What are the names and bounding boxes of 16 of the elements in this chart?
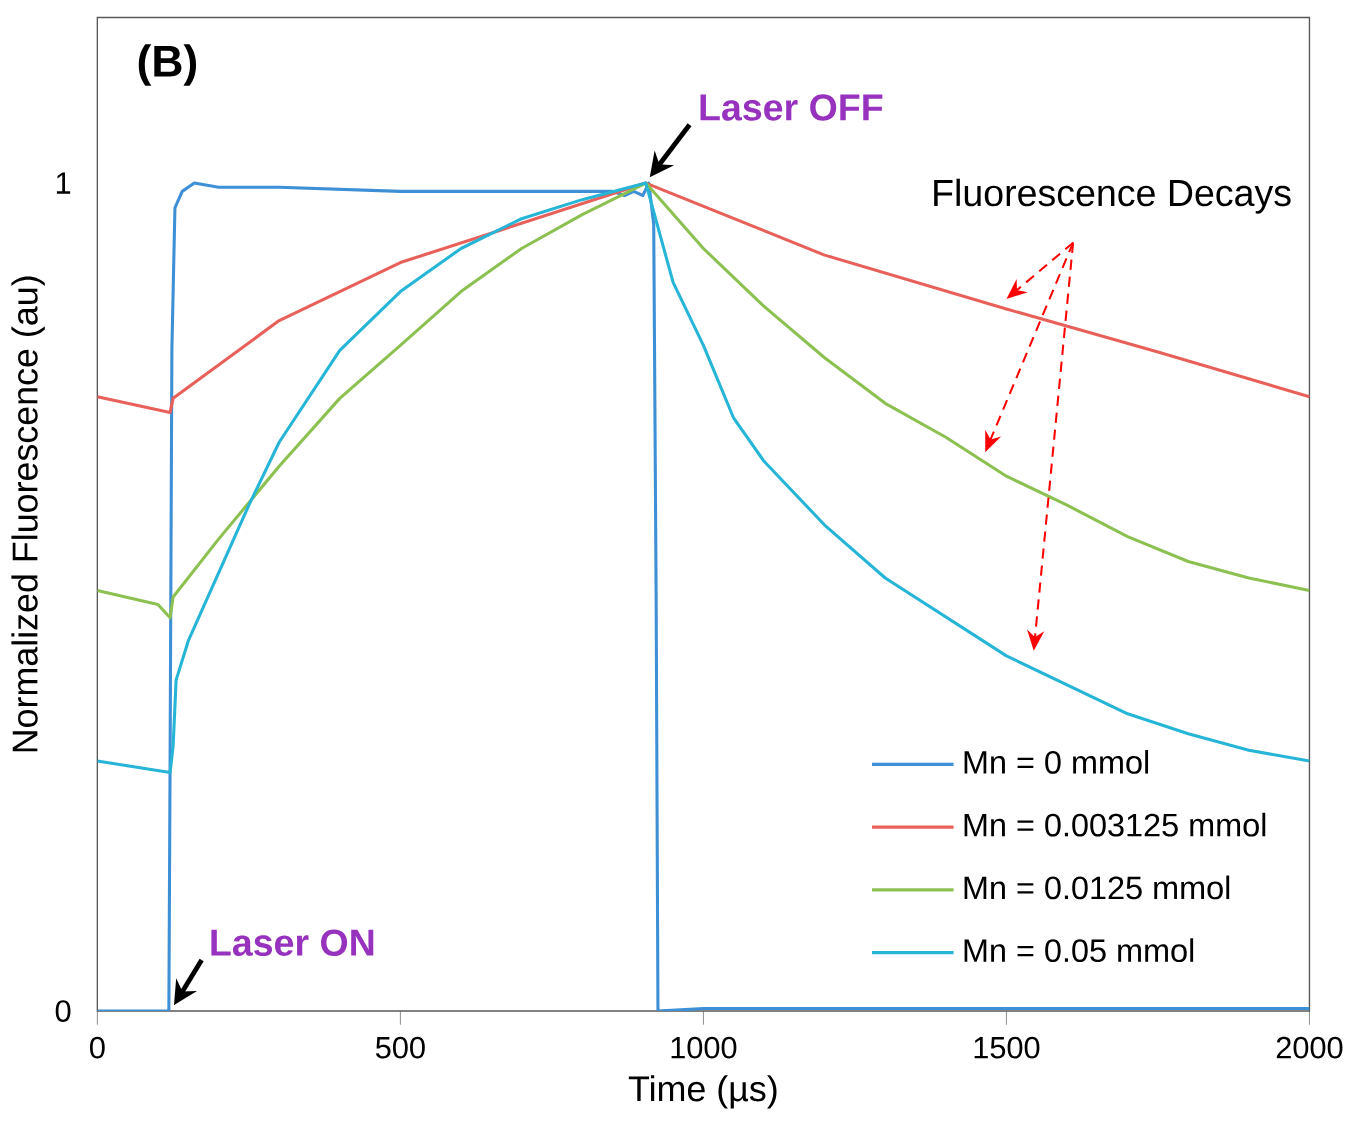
x-tick-label: 1500 — [974, 1036, 1040, 1059]
annotation: (B) — [138, 44, 197, 86]
y-axis-title: Normalized Fluorescence (au) — [11, 276, 45, 752]
annotation: Fluorescence Decays — [934, 178, 1291, 214]
x-tick-label: 1000 — [671, 1036, 737, 1059]
annotation: Laser ON — [211, 929, 374, 957]
x-tick-label: 2000 — [1276, 1036, 1343, 1059]
legend-label: Mn = 0.05 mmol — [964, 938, 1194, 963]
legend-label: Mn = 0.003125 mmol — [964, 812, 1266, 837]
y-tick-label: 1 — [56, 172, 71, 194]
legend-label: Mn = 0 mmol — [964, 750, 1149, 775]
annotation: Laser OFF — [700, 94, 883, 121]
x-tick-label: 0 — [89, 1036, 105, 1059]
legend-label: Mn = 0.0125 mmol — [964, 875, 1230, 900]
x-axis-title: Time (µs) — [628, 1075, 777, 1109]
x-tick-label: 500 — [375, 1036, 425, 1059]
